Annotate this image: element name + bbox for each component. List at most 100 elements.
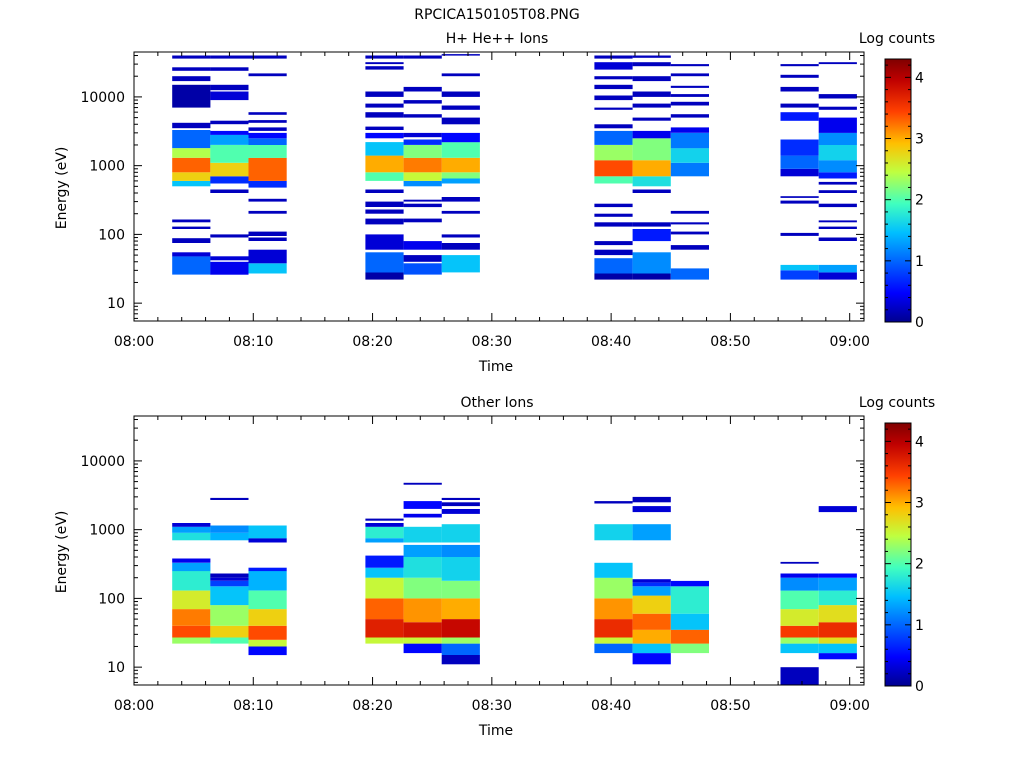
heatmap-cell bbox=[632, 62, 671, 67]
y-tick-label: 10 bbox=[107, 296, 125, 312]
heatmap-cell bbox=[172, 67, 211, 71]
heatmap-cell bbox=[780, 139, 819, 156]
colorbar-tick-label: 1 bbox=[915, 618, 924, 634]
heatmap-cell bbox=[818, 181, 857, 185]
heatmap-cell bbox=[248, 639, 287, 647]
heatmap-cell bbox=[172, 157, 211, 173]
heatmap-cell bbox=[441, 197, 480, 202]
heatmap-cell bbox=[403, 501, 442, 509]
heatmap-cell bbox=[403, 86, 442, 92]
heatmap-cell bbox=[594, 562, 633, 578]
heatmap-cell bbox=[441, 157, 480, 173]
heatmap-cell bbox=[403, 557, 442, 578]
heatmap-cell bbox=[248, 571, 287, 591]
heatmap-cell bbox=[670, 148, 709, 163]
heatmap-cell bbox=[172, 609, 211, 626]
heatmap-cell bbox=[780, 643, 819, 654]
heatmap-cell bbox=[248, 55, 287, 59]
colorbar-ticks: 0 1 2 3 4 bbox=[885, 428, 924, 695]
heatmap-cell bbox=[403, 643, 442, 654]
x-tick-label: 08:00 bbox=[114, 334, 154, 350]
heatmap-cell bbox=[172, 256, 211, 275]
heatmap-cell bbox=[632, 586, 671, 596]
heatmap-cell bbox=[594, 258, 633, 274]
heatmap-cell bbox=[365, 567, 404, 578]
heatmap-cell bbox=[210, 637, 249, 644]
heatmap-cell bbox=[594, 124, 633, 129]
heatmap-cell bbox=[670, 94, 709, 97]
y-tick-label: 1000 bbox=[89, 523, 125, 539]
heatmap-cell bbox=[670, 586, 709, 614]
heatmap-cell bbox=[818, 577, 857, 591]
heatmap-cell bbox=[632, 496, 671, 503]
colorbar-tick-label: 3 bbox=[915, 496, 924, 512]
y-tick-label: 100 bbox=[98, 591, 125, 607]
heatmap-cell bbox=[441, 255, 480, 273]
heatmap-cell bbox=[248, 138, 287, 145]
heatmap-cell bbox=[210, 625, 249, 638]
heatmap-cell bbox=[780, 637, 819, 644]
heatmap-cell bbox=[632, 643, 671, 654]
heatmap-cell bbox=[441, 502, 480, 507]
heatmap-cell bbox=[210, 55, 249, 59]
heatmap-cell bbox=[365, 132, 404, 139]
heatmap-cell bbox=[248, 625, 287, 640]
heatmap-cell bbox=[818, 573, 857, 578]
panel-title: Other Ions bbox=[460, 395, 533, 411]
heatmap-cell bbox=[248, 132, 287, 139]
heatmap-cell bbox=[818, 117, 857, 133]
heatmap-cell bbox=[818, 94, 857, 99]
heatmap-cell bbox=[818, 220, 857, 223]
heatmap-cell bbox=[780, 74, 819, 78]
heatmap-cell bbox=[403, 203, 442, 208]
heatmap-cell bbox=[441, 580, 480, 599]
heatmap-cell bbox=[248, 237, 287, 241]
heatmap-cell bbox=[670, 132, 709, 149]
heatmap-cell bbox=[670, 613, 709, 630]
colorbar-tick-label: 4 bbox=[915, 70, 924, 86]
heatmap-cell bbox=[441, 524, 480, 543]
heatmap-cell bbox=[632, 189, 671, 193]
heatmap-cell bbox=[780, 200, 819, 204]
heatmap-cell bbox=[365, 91, 404, 97]
panel-h-he-ions: H+ He++ Ions Log counts 08:00 08:10 08:20 0… bbox=[54, 31, 935, 375]
heatmap-cell bbox=[248, 263, 287, 274]
heatmap-cell bbox=[670, 231, 709, 235]
heatmap-cell bbox=[248, 231, 287, 236]
heatmap-cell bbox=[172, 55, 211, 59]
heatmap-cell bbox=[594, 145, 633, 161]
heatmap-cell bbox=[172, 130, 211, 149]
heatmap-cell bbox=[632, 55, 671, 58]
heatmap-cell bbox=[670, 101, 709, 106]
heatmap-cell bbox=[780, 155, 819, 169]
heatmap-cell bbox=[365, 209, 404, 214]
heatmap-cell bbox=[632, 222, 671, 227]
heatmap-cell bbox=[403, 241, 442, 250]
heatmap-cell bbox=[248, 538, 287, 543]
x-tick-label: 08:30 bbox=[472, 698, 512, 714]
heatmap-cell bbox=[441, 243, 480, 250]
heatmap-cell bbox=[172, 523, 211, 527]
heatmap-cell bbox=[818, 62, 857, 65]
heatmap-cell bbox=[632, 613, 671, 630]
heatmap-cell bbox=[632, 252, 671, 274]
heatmap-cell bbox=[594, 273, 633, 280]
heatmap-cell bbox=[248, 127, 287, 131]
heatmap-cell bbox=[172, 526, 211, 533]
heatmap-cell bbox=[594, 222, 633, 227]
axes: 08:00 08:10 08:20 08:30 08:40 08:50 09:00 10 100… bbox=[80, 52, 870, 350]
heatmap-cell bbox=[248, 180, 287, 188]
heatmap-cell bbox=[403, 526, 442, 543]
heatmap-cell bbox=[403, 139, 442, 145]
heatmap-cell bbox=[441, 497, 480, 500]
heatmap-cell bbox=[172, 148, 211, 158]
heatmap-cell bbox=[818, 643, 857, 654]
heatmap-cell bbox=[670, 580, 709, 587]
heatmap-cell bbox=[818, 637, 857, 644]
heatmap-cell bbox=[248, 609, 287, 626]
heatmap-cell bbox=[365, 66, 404, 70]
heatmap-cell bbox=[365, 155, 404, 173]
heatmap-cells bbox=[172, 482, 857, 685]
heatmap-cell bbox=[594, 84, 633, 90]
